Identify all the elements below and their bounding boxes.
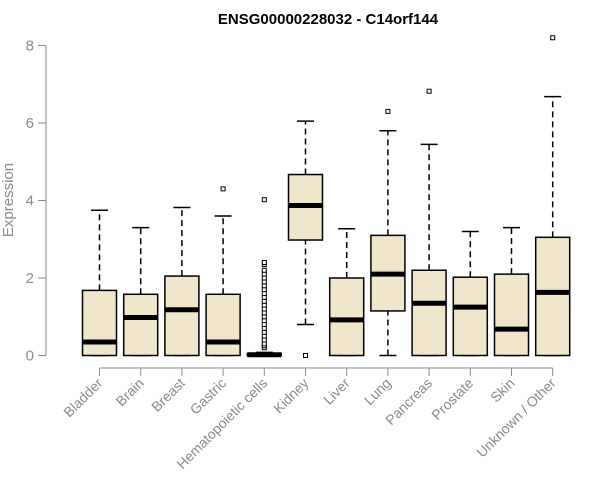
box-group — [328, 228, 365, 357]
box-iqr — [493, 273, 530, 357]
outlier-point — [385, 108, 391, 114]
box-group — [246, 197, 283, 358]
outlier-point — [220, 186, 226, 192]
y-tick-label: 2 — [26, 270, 34, 287]
outlier-point — [261, 197, 267, 203]
box-iqr — [411, 269, 447, 357]
box-group — [205, 186, 241, 357]
x-tick-label: Skin — [487, 375, 518, 406]
box-iqr — [205, 293, 241, 357]
y-tick-label: 6 — [26, 115, 34, 132]
y-tick-label: 0 — [26, 348, 34, 365]
x-tick-label: Lung — [361, 375, 394, 408]
box-iqr — [164, 275, 200, 357]
box-group — [287, 120, 324, 358]
x-tick-label: Breast — [148, 375, 188, 415]
outlier-point — [550, 35, 556, 41]
x-tick-label: Brain — [112, 375, 146, 409]
y-tick-label: 8 — [26, 38, 34, 55]
box-group — [411, 88, 447, 357]
y-tick-label: 4 — [26, 193, 34, 210]
box-group — [81, 209, 118, 357]
box-iqr — [328, 277, 365, 357]
y-axis: 0 2 4 6 8 — [26, 38, 47, 365]
chart-title: ENSG00000228032 - C14orf144 — [218, 11, 439, 28]
box-group — [370, 108, 406, 357]
box-group — [534, 35, 571, 357]
box-iqr — [122, 293, 159, 357]
outlier-point — [261, 260, 267, 265]
box-iqr — [452, 276, 489, 357]
box-group — [493, 226, 530, 357]
box-group — [452, 230, 489, 357]
box-group — [164, 206, 200, 357]
outlier-point — [261, 267, 267, 273]
outlier-point — [303, 353, 308, 358]
box-group — [122, 226, 159, 357]
outlier-point — [426, 88, 432, 94]
box-iqr — [81, 289, 118, 357]
x-tick-label: Kidney — [270, 375, 312, 417]
box-series — [81, 35, 571, 358]
box-iqr — [534, 236, 571, 357]
x-tick-label: Bladder — [60, 375, 106, 421]
y-axis-label: Expression — [0, 163, 17, 237]
x-tick-label: Liver — [320, 375, 353, 408]
x-tick-label: Prostate — [428, 375, 476, 423]
